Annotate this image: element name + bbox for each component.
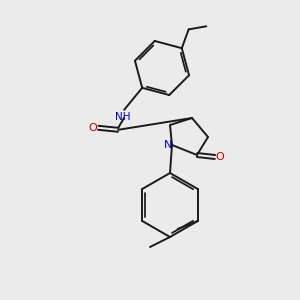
Text: O: O <box>216 152 224 162</box>
Text: N: N <box>164 140 172 150</box>
Text: O: O <box>89 123 98 133</box>
Text: NH: NH <box>116 112 131 122</box>
